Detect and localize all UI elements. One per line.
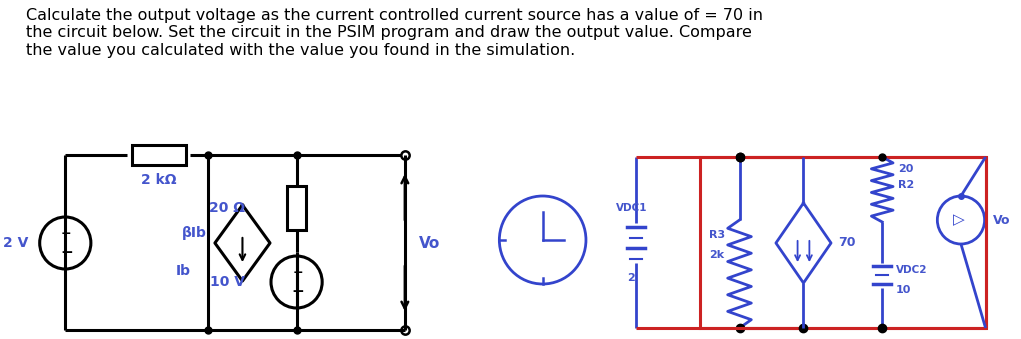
Polygon shape bbox=[776, 203, 831, 283]
Text: R2: R2 bbox=[897, 180, 914, 190]
Text: R3: R3 bbox=[709, 230, 725, 240]
Text: Vo: Vo bbox=[419, 236, 440, 251]
Text: Calculate the output voltage as the current controlled current source has a valu: Calculate the output voltage as the curr… bbox=[26, 8, 763, 58]
Text: 2k: 2k bbox=[710, 250, 725, 260]
Bar bbox=[287, 186, 306, 230]
Text: −: − bbox=[291, 284, 304, 299]
Text: ▷: ▷ bbox=[954, 213, 965, 227]
Polygon shape bbox=[214, 205, 270, 281]
Text: 70: 70 bbox=[838, 237, 856, 250]
Text: 10 V: 10 V bbox=[210, 275, 245, 289]
Text: 20 Ω: 20 Ω bbox=[209, 201, 245, 215]
Text: VDC2: VDC2 bbox=[896, 265, 927, 275]
Text: Vo: Vo bbox=[992, 214, 1010, 226]
Text: 20: 20 bbox=[897, 164, 914, 174]
Text: VDC1: VDC1 bbox=[616, 203, 647, 213]
Text: +: + bbox=[61, 226, 71, 240]
Text: βIb: βIb bbox=[182, 226, 207, 240]
Text: 2 kΩ: 2 kΩ bbox=[141, 173, 177, 187]
Text: Ib: Ib bbox=[176, 264, 190, 278]
Text: +: + bbox=[292, 266, 303, 279]
Text: 2: 2 bbox=[627, 273, 635, 283]
Bar bbox=[132, 145, 186, 165]
Text: 10: 10 bbox=[896, 285, 912, 295]
Text: 2 V: 2 V bbox=[2, 236, 28, 250]
Text: −: − bbox=[60, 245, 72, 260]
Bar bbox=[700, 157, 985, 328]
